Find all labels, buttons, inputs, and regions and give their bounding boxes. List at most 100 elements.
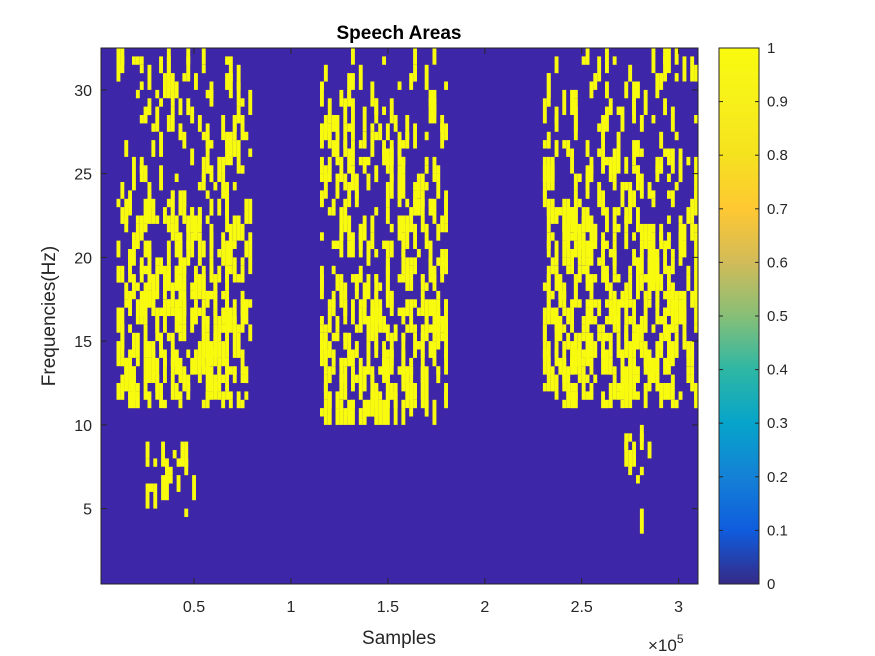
heatmap-cell [405,215,410,233]
heatmap-cell [205,156,210,174]
heatmap-cell [581,316,586,325]
heatmap-cell [632,81,636,107]
heatmap-cell [331,115,336,132]
heatmap-cell [232,115,237,132]
colorbar-tick-label: 0.4 [767,362,788,379]
heatmap-cell [351,232,355,258]
heatmap-cell [401,357,406,367]
heatmap-cell [327,416,332,425]
y-tick-label: 25 [74,167,92,184]
heatmap-cell [351,48,355,65]
heatmap-cell [562,357,567,375]
heatmap-cell [320,173,324,182]
heatmap-cell [155,357,160,375]
heatmap-cell [374,316,379,342]
heatmap-cell [155,257,160,266]
heatmap-cell [616,223,621,233]
heatmap-cell [605,207,609,233]
heatmap-cell [135,89,140,99]
x-axis-label: Samples [362,628,436,649]
heatmap-cell [632,165,636,174]
heatmap-cell [385,182,390,208]
heatmap-cell [636,207,640,233]
heatmap-cell [178,332,183,342]
heatmap-cell [628,265,633,275]
colorbar-ticks: 0 0.1 0.2 0.3 0.4 0.5 0.6 0.7 0.8 0.9 1 [719,40,788,593]
heatmap-cell [151,123,156,132]
heatmap-cell [389,223,394,233]
heatmap-cell [678,316,683,325]
heatmap-cell [221,232,226,250]
heatmap-cell [589,215,594,241]
heatmap-cell [632,140,636,166]
heatmap-cell [347,148,352,174]
heatmap-cell [428,324,433,333]
heatmap-cell [221,341,226,367]
heatmap-cell [128,198,132,208]
heatmap-cell [432,349,437,367]
heatmap-cell [413,64,417,82]
heatmap-cell [155,274,160,300]
heatmap-cell [170,223,175,233]
heatmap-cell [405,324,410,333]
heatmap-cell [670,106,675,132]
heatmap-cell [639,240,644,249]
heatmap-cell [647,182,652,199]
heatmap-cell [335,274,340,283]
heatmap-cell [135,215,140,224]
x-tick-label: 1.5 [377,599,399,616]
heatmap-cell [320,316,324,325]
heatmap-cell [651,232,656,258]
heatmap-cell [323,64,328,82]
heatmap-cell [182,190,187,208]
heatmap-cell [573,383,578,392]
heatmap-cell [608,357,613,375]
heatmap-cell [147,182,152,199]
heatmap-cell [232,140,237,157]
heatmap-cell [153,483,158,509]
heatmap-cell [339,399,344,417]
heatmap-cell [374,399,379,417]
heatmap-cell [655,249,660,275]
heatmap-cell [397,215,402,241]
heatmap-cell [612,274,617,283]
heatmap-cell [225,140,229,166]
heatmap-cell [347,182,352,208]
heatmap-cell [573,391,578,400]
heatmap-cell [225,274,229,283]
heatmap-cell [554,240,559,266]
heatmap-cell [416,173,421,199]
heatmap-cell [165,475,169,501]
heatmap-cell [432,48,437,65]
heatmap-cell [389,173,394,182]
heatmap-cell [566,316,571,325]
heatmap-cell [178,240,183,249]
heatmap-cell [358,299,363,308]
heatmap-cell [327,307,332,333]
heatmap-cell [182,265,187,291]
heatmap-cell [663,290,667,300]
heatmap-cell [428,341,433,358]
heatmap-cell [331,290,336,308]
heatmap-cell [320,81,324,90]
heatmap-cell [432,341,437,350]
heatmap-cell [612,165,617,191]
heatmap-cell [139,64,144,74]
heatmap-cell [225,131,229,149]
heatmap-cell [320,324,324,333]
heatmap-cell [132,374,136,400]
heatmap-cell [186,215,191,233]
heatmap-cell [632,374,636,400]
heatmap-cell [382,106,386,115]
heatmap-cell [343,366,348,384]
heatmap-cell [444,190,448,216]
heatmap-cell [197,274,202,300]
heatmap-cell [624,433,629,451]
heatmap-cell [570,307,574,333]
heatmap-cell [180,441,185,467]
heatmap-cell [546,341,551,367]
colorbar-tick-label: 1 [767,40,775,57]
heatmap-cell [397,274,402,283]
y-tick-label: 5 [83,502,92,519]
heatmap-cell [405,383,410,409]
